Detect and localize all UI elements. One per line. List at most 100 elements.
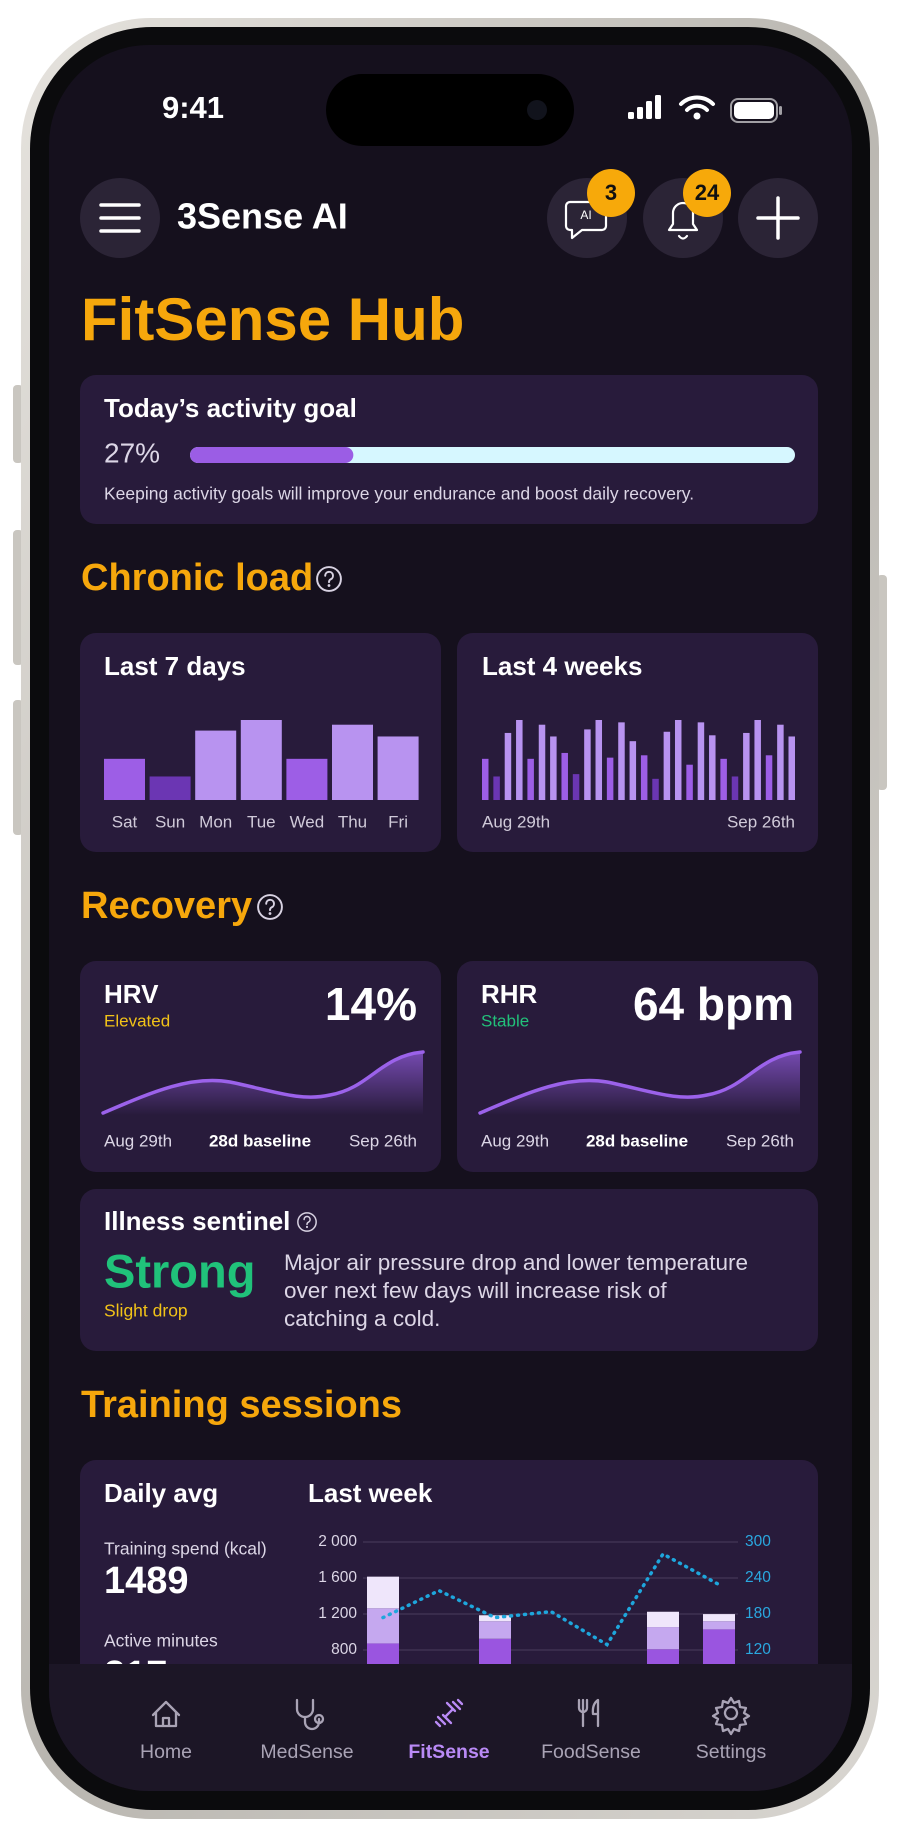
- bar: [697, 722, 705, 800]
- sentinel-message: Major air pressure drop and lower temper…: [284, 1250, 748, 1275]
- signal-bar: [628, 112, 634, 119]
- status-time: 9:41: [162, 90, 224, 125]
- bar: [731, 776, 739, 800]
- stacked-bar-segment: [367, 1643, 399, 1664]
- card: [80, 1189, 818, 1351]
- nav-item[interactable]: Settings: [696, 1696, 767, 1763]
- y2-tick-label: 120: [745, 1641, 771, 1658]
- bar: [629, 741, 637, 800]
- trend-line: [478, 1050, 802, 1115]
- stacked-bar-segment: [479, 1621, 511, 1639]
- bar: [195, 730, 237, 800]
- help-dot: [268, 912, 272, 915]
- y2-tick-label: 240: [745, 1569, 771, 1586]
- axis-start-label: Aug 29th: [482, 812, 550, 831]
- metric-status: Elevated: [104, 1011, 170, 1030]
- card: [80, 1460, 818, 1664]
- metric-label: RHR: [481, 979, 538, 1009]
- card-title: Last 7 days: [104, 651, 246, 681]
- bar: [584, 729, 591, 800]
- bar: [743, 732, 750, 800]
- axis-start-label: Aug 29th: [481, 1131, 549, 1150]
- nav-label: MedSense: [260, 1741, 353, 1763]
- goal-note: Keeping activity goals will improve your…: [104, 484, 694, 504]
- card: [457, 633, 818, 852]
- metric-status: Stable: [481, 1011, 529, 1030]
- nav-item[interactable]: FoodSense: [541, 1698, 641, 1763]
- plus-icon: [756, 196, 800, 240]
- bar: [788, 736, 795, 800]
- nav-item[interactable]: MedSense: [260, 1698, 354, 1763]
- camera: [527, 100, 547, 120]
- help-mark: [265, 898, 275, 912]
- nav-item[interactable]: FitSense: [408, 1698, 490, 1763]
- stacked-bar-segment: [647, 1649, 679, 1664]
- wifi-arc: [679, 95, 715, 112]
- nav-label: Settings: [696, 1741, 767, 1763]
- page-title: FitSense Hub: [81, 286, 464, 353]
- bar: [538, 724, 546, 800]
- stacked-bar-segment: [367, 1576, 399, 1609]
- nav-item[interactable]: Home: [140, 1700, 192, 1763]
- content: 9:41 3Sense AI AI 3 24 FitSense Hub Today’s ac…: [80, 74, 818, 1696]
- chat-icon-label: AI: [580, 208, 591, 222]
- day-label: Fri: [388, 812, 408, 831]
- side-button: [13, 530, 23, 665]
- nav-label: FoodSense: [541, 1741, 641, 1763]
- metric-label: HRV: [104, 979, 159, 1009]
- help-icon[interactable]: [257, 894, 283, 920]
- day-label: Wed: [290, 812, 325, 831]
- stat-value: 217: [104, 1654, 167, 1696]
- help-circle: [297, 1212, 317, 1232]
- axis-end-label: Sep 26th: [726, 1131, 794, 1150]
- badge: [683, 169, 731, 217]
- signal-bar: [655, 95, 661, 119]
- help-mark: [324, 570, 334, 584]
- card-title: Last 4 weeks: [482, 651, 642, 681]
- y-tick-label: 1 600: [318, 1569, 357, 1586]
- battery-outline: [730, 98, 778, 123]
- section-title: Chronic load: [81, 557, 313, 599]
- screen: 9:41 3Sense AI AI 3 24 FitSense Hub Today’s ac…: [49, 45, 852, 1791]
- bell-icon: [667, 201, 699, 240]
- day-label: Tue: [247, 812, 276, 831]
- signal-bar: [646, 101, 652, 119]
- stacked-bar-segment: [703, 1614, 735, 1622]
- bar: [606, 757, 614, 800]
- section-title: Recovery: [81, 885, 252, 927]
- help-circle: [316, 566, 342, 592]
- help-dot: [327, 584, 331, 587]
- axis-start-label: Aug 29th: [104, 1131, 172, 1150]
- badge-count: 24: [695, 180, 720, 205]
- help-icon[interactable]: [297, 1212, 317, 1232]
- axis-end-label: Sep 26th: [349, 1131, 417, 1150]
- metric-value: 64 bpm: [633, 978, 794, 1030]
- bar: [754, 720, 761, 800]
- bar: [618, 722, 625, 800]
- bottom-navigation: Home MedSense FitSense FoodSense Settings: [49, 1664, 852, 1791]
- bar: [674, 720, 682, 800]
- stacked-bar-segment: [367, 1608, 399, 1644]
- help-dot: [305, 1225, 309, 1229]
- card-title: Illness sentinel: [104, 1206, 290, 1236]
- bar: [720, 758, 727, 800]
- day-label: Sun: [155, 812, 185, 831]
- bar: [493, 776, 500, 800]
- axis-end-label: Sep 26th: [727, 812, 795, 831]
- stacked-bar-segment: [647, 1627, 679, 1650]
- badge: [587, 169, 635, 217]
- y2-tick-label: 180: [745, 1605, 771, 1622]
- bar: [561, 752, 568, 800]
- side-button: [13, 385, 23, 463]
- bar: [516, 720, 523, 800]
- bar: [663, 731, 671, 800]
- stat-value: 1489: [104, 1560, 189, 1602]
- card: [80, 961, 441, 1172]
- bar: [765, 755, 773, 800]
- nav-icon: [295, 1698, 325, 1731]
- trend-area: [480, 1052, 800, 1115]
- sentinel-rating: Strong: [104, 1244, 255, 1297]
- help-icon[interactable]: [316, 566, 342, 592]
- wifi-dot: [693, 112, 701, 120]
